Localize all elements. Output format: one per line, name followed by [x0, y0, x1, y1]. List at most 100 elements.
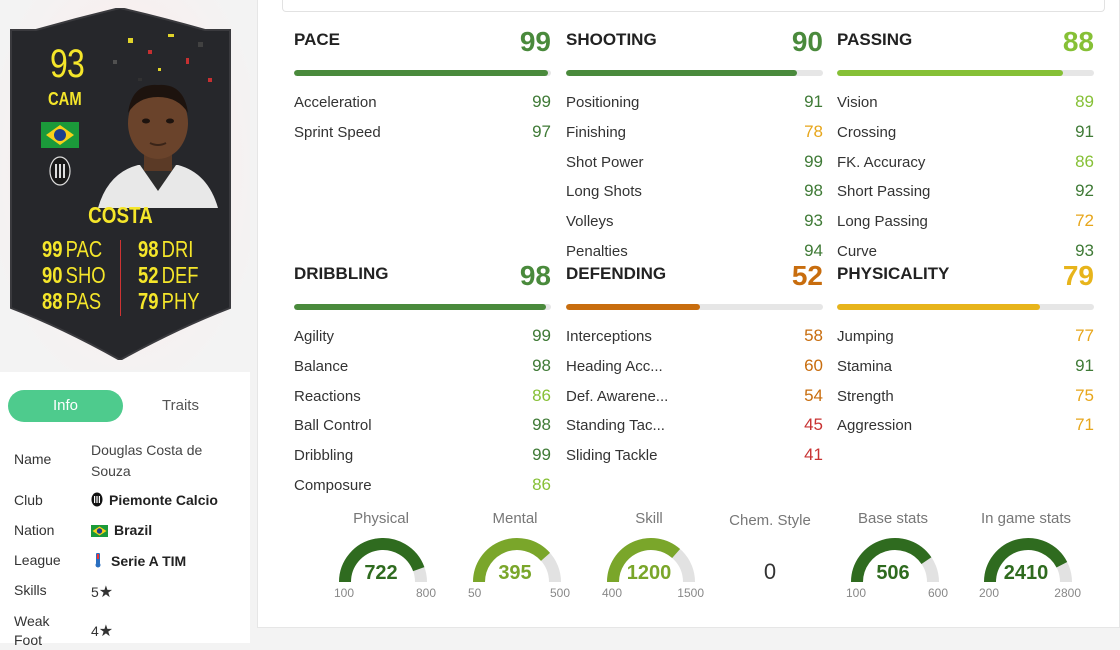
info-label-weakfoot: Weak Foot — [14, 613, 50, 648]
gauge-value: 506 — [876, 562, 910, 584]
gauge-min: 200 — [979, 586, 1000, 600]
card-stat-def: 52 DEF — [138, 262, 199, 288]
attribute-value: 91 — [1075, 355, 1094, 375]
club-badge-icon — [49, 156, 71, 186]
gauge-min: 100 — [846, 586, 867, 600]
attribute-row: Ball Control 98 — [294, 411, 551, 441]
attribute-list: Agility 99 Balance 98 Reactions 86 Ball Contro… — [294, 322, 551, 501]
card-confetti — [113, 34, 212, 82]
chem-style-label: Chem. Style — [729, 512, 811, 529]
chem-style: Chem. Style 0 — [715, 512, 825, 585]
gauge-fill — [473, 538, 551, 583]
category-progress-bar — [294, 70, 551, 76]
category-progress-fill — [566, 70, 798, 76]
attribute-name: Sprint Speed — [294, 123, 381, 141]
attribute-row: Sliding Tackle 41 — [566, 441, 823, 471]
attribute-value: 99 — [532, 92, 551, 111]
info-value-nation[interactable]: Brazil — [91, 522, 152, 538]
attribute-row: Reactions 86 — [294, 382, 551, 412]
info-label-name: Name — [14, 451, 52, 467]
attribute-list: Interceptions 58 Heading Acc... 60 Def. Awar… — [566, 322, 823, 471]
gauge-label: In game stats — [980, 510, 1072, 527]
category-progress-bar — [294, 304, 551, 310]
attribute-name: Aggression — [837, 417, 913, 435]
attribute-value: 71 — [1075, 415, 1094, 435]
category-progress-fill — [837, 304, 1041, 310]
info-value-club[interactable]: Piemonte Calcio — [91, 492, 218, 508]
gauge-fill — [339, 538, 425, 583]
attribute-value: 77 — [1075, 326, 1094, 345]
attribute-row: Shot Power 99 — [566, 148, 823, 178]
attribute-row: Finishing 78 — [566, 118, 823, 148]
category-progress-fill — [294, 70, 549, 76]
gauge-label: Mental — [492, 510, 538, 527]
attribute-value: 54 — [804, 385, 823, 405]
category-defending: DEFENDING 52 Interceptions 58 Heading Acc...… — [566, 260, 823, 464]
attribute-row: Stamina 91 — [837, 352, 1094, 382]
left-column: 93 CAM COSTA 99 PAC 90 S — [0, 0, 250, 648]
attribute-name: Penalties — [566, 242, 628, 260]
card-stat-phy: 79 PHY — [138, 288, 200, 314]
category-shooting: SHOOTING 90 Positioning 91 Finishing 78 Shot P… — [566, 26, 823, 260]
attribute-value: 98 — [532, 355, 551, 375]
gauge-arc — [851, 538, 939, 583]
gauge-skill: Skill 1200 400 1500 — [594, 510, 704, 610]
info-label-nation: Nation — [14, 522, 55, 538]
gauge-arc — [473, 538, 561, 583]
attribute-value: 86 — [1075, 151, 1094, 171]
info-value-weakfoot: 4★ — [91, 623, 114, 640]
attribute-list: Positioning 91 Finishing 78 Shot Power 99 Long… — [566, 88, 823, 267]
attribute-row: Penalties 94 — [566, 237, 823, 267]
card-stat-pac: 99 PAC — [42, 236, 103, 262]
attribute-row: Standing Tac... 45 — [566, 411, 823, 441]
tab-traits[interactable]: Traits — [162, 397, 199, 414]
attribute-name: Long Passing — [837, 213, 928, 231]
category-header: DEFENDING 52 — [566, 260, 823, 300]
card-stats-right: 98 DRI 52 DEF 79 PHY — [138, 236, 200, 314]
category-header: SHOOTING 90 — [566, 26, 823, 66]
gauge-arc — [984, 538, 1072, 583]
info-value-league[interactable]: Serie A TIM — [91, 552, 186, 569]
attribute-value: 86 — [532, 474, 551, 494]
attribute-name: Volleys — [566, 213, 614, 231]
attribute-value: 94 — [804, 240, 823, 260]
category-title: DEFENDING — [566, 264, 667, 283]
attribute-row: Def. Awarene... 54 — [566, 382, 823, 412]
attribute-name: Positioning — [566, 94, 640, 111]
card-rating: 93 — [50, 42, 85, 86]
nation-name: Brazil — [114, 522, 153, 538]
category-title: PHYSICALITY — [837, 264, 950, 283]
category-progress-bar — [566, 70, 823, 76]
attribute-value: 78 — [804, 121, 823, 141]
attribute-value: 93 — [1075, 240, 1094, 260]
attribute-row: Crossing 91 — [837, 118, 1094, 148]
category-rating: 90 — [791, 26, 823, 57]
attribute-name: Acceleration — [294, 94, 377, 111]
category-header: PACE 99 — [294, 26, 551, 66]
info-tabs: Info Traits — [8, 390, 240, 422]
info-label-league: League — [14, 552, 61, 568]
attribute-name: Sliding Tackle — [566, 447, 658, 465]
attribute-name: Shot Power — [566, 153, 644, 171]
star-icon: ★ — [98, 623, 114, 640]
attribute-name: Jumping — [837, 328, 894, 345]
gauge-value: 2410 — [1003, 562, 1049, 584]
attribute-value: 86 — [532, 385, 551, 405]
attribute-row: Curve 93 — [837, 237, 1094, 267]
gauge-value: 395 — [498, 562, 532, 584]
gauge-arc — [607, 538, 695, 583]
attribute-name: FK. Accuracy — [837, 153, 926, 171]
category-physicality: PHYSICALITY 79 Jumping 77 Stamina 91 Strength 7… — [837, 260, 1094, 434]
attribute-row: Strength 75 — [837, 382, 1094, 412]
gauge-mental: Mental 395 50 500 — [460, 510, 570, 610]
category-progress-bar — [566, 304, 823, 310]
attribute-name: Finishing — [566, 123, 627, 141]
tab-info[interactable]: Info — [8, 390, 123, 422]
gauge-fill — [607, 538, 681, 583]
attribute-value: 97 — [532, 121, 551, 141]
attribute-name: Agility — [294, 328, 335, 345]
attribute-value: 99 — [804, 151, 823, 171]
gauge-max: 600 — [927, 586, 948, 600]
attribute-row: Dribbling 99 — [294, 441, 551, 471]
info-value-name: Douglas Costa de Souza — [91, 442, 203, 479]
